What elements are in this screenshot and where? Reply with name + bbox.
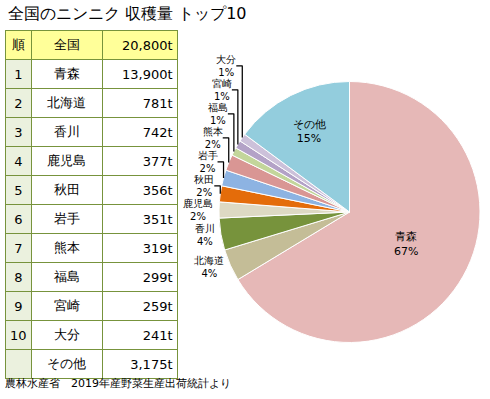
html-text:福島: 福島 <box>53 269 80 284</box>
html-text:農林水産省 2019年産野菜生産出荷統計より: 農林水産省 2019年産野菜生産出荷統計より <box>5 377 231 390</box>
html-text:北海道: 北海道 <box>47 95 86 110</box>
html-text:3,175t: 3,175t <box>130 356 173 372</box>
html-text:10: 10 <box>10 327 27 343</box>
svg-text:その他15%: その他15% <box>293 118 326 145</box>
html-text:大分: 大分 <box>53 327 80 342</box>
svg-text:青森67%: 青森67% <box>394 230 418 257</box>
html-text:299t: 299t <box>142 269 173 285</box>
svg-text:大分1%: 大分1% <box>216 54 236 78</box>
svg-text:香川4%: 香川4% <box>195 223 215 247</box>
html-text:全国: 全国 <box>53 37 80 52</box>
html-text:377t: 377t <box>142 153 173 169</box>
html-text:その他: その他 <box>47 356 86 371</box>
html-text:319t: 319t <box>142 240 173 256</box>
svg-text:北海道4%: 北海道4% <box>194 255 224 279</box>
html-text:青森: 青森 <box>53 66 80 81</box>
html-text:秋田: 秋田 <box>53 182 80 197</box>
html-text:356t: 356t <box>142 182 173 198</box>
html-text:宮崎: 宮崎 <box>53 298 80 313</box>
html-text:7: 7 <box>14 240 23 256</box>
svg-text:熊本2%: 熊本2% <box>203 126 223 150</box>
html-text:241t: 241t <box>142 327 173 343</box>
html-text:13,900t: 13,900t <box>122 66 173 82</box>
svg-text:岩手2%: 岩手2% <box>198 150 218 174</box>
html-text:351t: 351t <box>142 211 173 227</box>
html-text:順: 順 <box>11 37 25 52</box>
html-text:岩手: 岩手 <box>53 211 80 226</box>
html-text:5: 5 <box>14 182 23 198</box>
svg-text:福島1%: 福島1% <box>208 102 228 126</box>
html-text:8: 8 <box>14 269 23 285</box>
html-text:熊本: 熊本 <box>53 240 80 255</box>
svg-text:宮崎1%: 宮崎1% <box>212 78 232 102</box>
html-text:742t: 742t <box>142 124 173 140</box>
html-text:6: 6 <box>14 211 23 227</box>
svg-text:秋田2%: 秋田2% <box>194 174 214 198</box>
html-text:鹿児島: 鹿児島 <box>47 153 86 168</box>
html-text:全国のニンニク 収穫量 トップ10: 全国のニンニク 収穫量 トップ10 <box>8 4 247 23</box>
html-text:781t: 781t <box>142 95 173 111</box>
html-text:3: 3 <box>14 124 23 140</box>
html-text:2: 2 <box>14 95 23 111</box>
html-text:4: 4 <box>14 153 23 169</box>
html-text:20,800t: 20,800t <box>122 37 173 53</box>
html-text:1: 1 <box>14 66 23 82</box>
svg-text:鹿児島2%: 鹿児島2% <box>183 198 213 222</box>
html-text:香川: 香川 <box>53 124 80 139</box>
html-text:9: 9 <box>14 298 23 314</box>
html-text:259t: 259t <box>142 298 173 314</box>
